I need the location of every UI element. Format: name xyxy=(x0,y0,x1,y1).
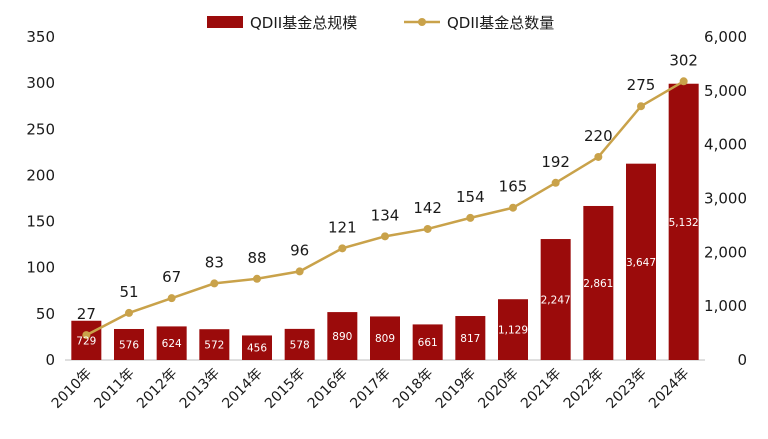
y-right-tick-label: 4,000 xyxy=(704,136,747,154)
line-value-label: 165 xyxy=(499,178,528,196)
y-left-tick-label: 100 xyxy=(26,259,55,277)
bar xyxy=(156,326,187,360)
line-point xyxy=(295,267,304,276)
legend-bar-label: QDII基金总规模 xyxy=(250,14,357,32)
line-point xyxy=(594,152,603,161)
bar xyxy=(583,205,614,360)
bar xyxy=(327,312,358,360)
line-value-label: 220 xyxy=(584,127,613,145)
x-tick-label: 2024年 xyxy=(646,366,692,412)
bar-value-label: 578 xyxy=(290,339,310,351)
bar xyxy=(626,163,656,360)
bar xyxy=(455,316,486,360)
y-right-tick-label: 1,000 xyxy=(704,297,747,315)
y-left-tick-label: 200 xyxy=(26,166,55,184)
line-value-label: 67 xyxy=(162,268,181,286)
y-left-tick-label: 300 xyxy=(26,74,55,92)
line-point xyxy=(125,308,133,317)
x-tick-label: 2010年 xyxy=(49,366,95,412)
bar-value-label: 1,129 xyxy=(498,325,528,337)
x-tick-label: 2018年 xyxy=(390,366,436,412)
y-left-tick-label: 350 xyxy=(26,28,55,46)
bar-value-label: 5,132 xyxy=(669,217,699,229)
bar-value-label: 2,247 xyxy=(541,295,571,307)
x-tick-label: 2020年 xyxy=(475,366,521,412)
y-left-tick-label: 250 xyxy=(26,120,55,138)
line-point xyxy=(637,102,645,111)
x-tick-label: 2015年 xyxy=(262,366,308,412)
x-tick-label: 2023年 xyxy=(603,366,649,412)
line-value-label: 27 xyxy=(77,305,96,323)
x-tick-label: 2019年 xyxy=(433,366,479,412)
bar xyxy=(199,329,230,360)
line-point xyxy=(253,274,261,283)
bar-value-label: 2,861 xyxy=(583,278,613,290)
legend-line-label: QDII基金总数量 xyxy=(447,14,554,32)
x-tick-label: 2012年 xyxy=(134,366,180,412)
line-point xyxy=(167,294,176,303)
y-right-tick-label: 5,000 xyxy=(704,82,747,100)
line-value-label: 83 xyxy=(205,253,224,271)
bar-value-label: 572 xyxy=(204,340,224,352)
y-left-tick-label: 0 xyxy=(45,351,55,369)
line-value-label: 96 xyxy=(290,241,309,259)
line-point xyxy=(679,77,688,86)
x-tick-label: 2022年 xyxy=(561,366,607,412)
bar-value-label: 576 xyxy=(119,339,139,351)
y-left-tick-label: 150 xyxy=(26,213,55,231)
legend: QDII基金总规模 QDII基金总数量 xyxy=(207,14,554,32)
bar xyxy=(668,83,699,361)
line-value-label: 154 xyxy=(456,188,485,206)
y-left-tick-label: 50 xyxy=(36,305,55,323)
bar-value-label: 3,647 xyxy=(626,257,656,269)
bar xyxy=(242,335,272,360)
line-point xyxy=(551,178,560,187)
bar xyxy=(412,324,443,360)
x-tick-label: 2014年 xyxy=(219,366,265,412)
legend-line-marker xyxy=(418,18,426,26)
line-value-label: 134 xyxy=(371,206,400,224)
line-value-label: 121 xyxy=(328,218,357,236)
line-value-label: 275 xyxy=(627,76,656,94)
bar-value-label: 729 xyxy=(76,335,96,347)
line-point xyxy=(210,279,219,288)
bar-value-label: 809 xyxy=(375,333,395,345)
bar xyxy=(370,316,400,360)
bar-value-label: 890 xyxy=(332,331,352,343)
data-labels: 27 51 67 83 88 96 121 134 142 154 165 192 220 275 302 7… xyxy=(76,51,698,354)
bar xyxy=(114,328,144,360)
line-value-label: 88 xyxy=(247,249,266,267)
line-point xyxy=(381,232,389,241)
line-value-label: 302 xyxy=(669,51,698,69)
line-point xyxy=(82,331,91,340)
bar xyxy=(284,328,315,360)
bar-value-label: 456 xyxy=(247,343,267,355)
line-point xyxy=(338,244,347,253)
bar xyxy=(71,320,102,360)
bar-value-label: 624 xyxy=(162,338,182,350)
y-right-tick-label: 2,000 xyxy=(704,243,747,261)
line-point xyxy=(466,213,475,222)
line-value-label: 192 xyxy=(541,153,570,171)
x-tick-label: 2021年 xyxy=(518,366,564,412)
bar xyxy=(498,299,528,360)
bar xyxy=(540,239,571,360)
x-tick-label: 2016年 xyxy=(305,366,351,412)
x-tick-label: 2011年 xyxy=(91,366,137,412)
bar-series xyxy=(71,83,699,361)
legend-bar-swatch xyxy=(207,16,243,28)
y-right-tick-label: 0 xyxy=(737,351,747,369)
x-tick-label: 2013年 xyxy=(177,366,223,412)
y-right-tick-label: 6,000 xyxy=(704,28,747,46)
y-right-tick-label: 3,000 xyxy=(704,190,747,208)
line-value-label: 51 xyxy=(119,283,138,301)
line-point xyxy=(423,224,432,233)
bar-value-label: 817 xyxy=(460,333,480,345)
bar-value-label: 661 xyxy=(418,337,438,349)
line-point xyxy=(509,203,517,212)
line-series xyxy=(82,77,688,340)
line-value-label: 142 xyxy=(413,199,442,217)
x-tick-label: 2017年 xyxy=(347,366,393,412)
